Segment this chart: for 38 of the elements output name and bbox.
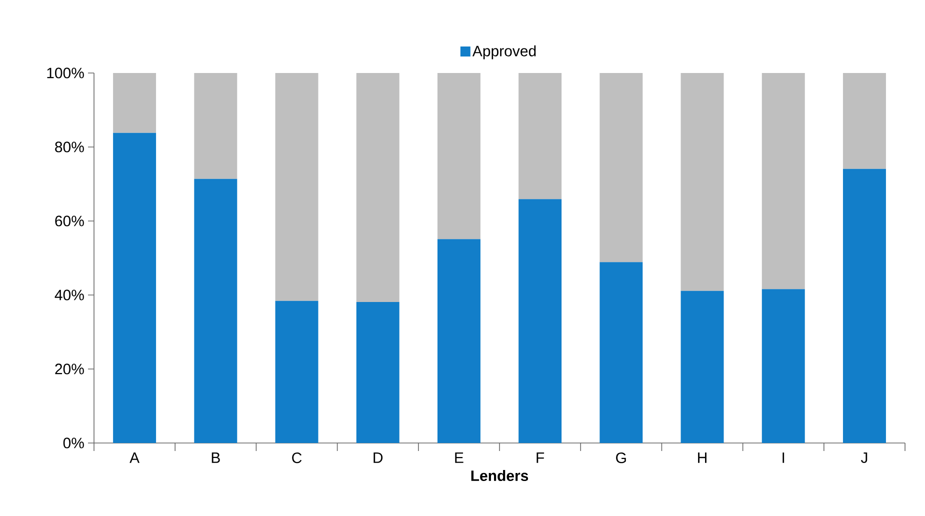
y-tick-label: 20%	[55, 364, 84, 374]
x-tick-label: A	[130, 452, 140, 463]
y-tick-label: 0%	[63, 438, 84, 448]
bar	[680, 72, 724, 291]
x-tick-label: J	[860, 452, 868, 463]
x-tick-label: H	[698, 452, 706, 463]
bar	[275, 72, 318, 301]
x-tick-label: C	[292, 452, 302, 464]
bar	[600, 72, 643, 262]
y-tick-label: 80%	[55, 142, 84, 152]
y-tick-label: 60%	[55, 216, 84, 226]
bar	[842, 72, 886, 169]
x-tick-label: F	[536, 452, 544, 463]
bar	[356, 302, 400, 443]
bar	[356, 72, 400, 302]
bar	[518, 72, 562, 200]
x-tick-label: B	[212, 452, 220, 463]
bar	[600, 262, 643, 443]
y-tick-label: 100%	[47, 68, 84, 78]
x-tick-label: I	[782, 452, 784, 463]
bar	[762, 289, 805, 443]
y-tick-label: 40%	[54, 290, 84, 300]
bar	[437, 239, 480, 443]
x-tick-label: G	[616, 452, 626, 464]
bar	[762, 72, 805, 290]
bar	[275, 300, 318, 443]
bar	[113, 132, 156, 443]
x-tick-label: D	[374, 452, 383, 463]
bar	[194, 72, 238, 179]
bar	[194, 178, 238, 443]
bar	[518, 199, 562, 443]
x-tick-label: E	[455, 452, 464, 463]
bar	[437, 72, 480, 240]
bar	[680, 290, 724, 443]
x-axis-title: Lenders	[471, 470, 528, 482]
bar	[842, 168, 886, 443]
bar	[113, 72, 156, 133]
legend-label: Approved	[472, 45, 536, 60]
